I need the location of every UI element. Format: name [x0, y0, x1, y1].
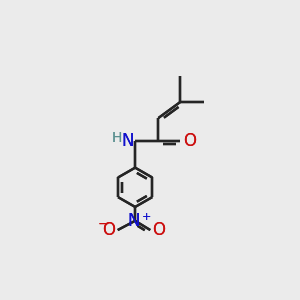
- Text: N: N: [128, 212, 140, 230]
- Text: O: O: [153, 221, 166, 239]
- Text: O: O: [183, 132, 196, 150]
- Circle shape: [176, 136, 186, 146]
- Text: N: N: [122, 132, 134, 150]
- Text: O: O: [183, 132, 196, 150]
- Text: +: +: [142, 212, 152, 222]
- Circle shape: [130, 216, 140, 226]
- Text: O: O: [102, 221, 116, 239]
- Circle shape: [145, 225, 155, 235]
- Text: +: +: [142, 212, 152, 222]
- Text: N: N: [128, 212, 140, 230]
- Text: N: N: [122, 132, 134, 150]
- Text: H: H: [112, 131, 122, 145]
- Text: −: −: [98, 217, 109, 231]
- Text: O: O: [102, 221, 116, 239]
- Circle shape: [112, 225, 123, 235]
- Text: −: −: [98, 217, 109, 231]
- Text: O: O: [153, 221, 166, 239]
- Circle shape: [130, 136, 140, 146]
- Text: H: H: [112, 131, 122, 145]
